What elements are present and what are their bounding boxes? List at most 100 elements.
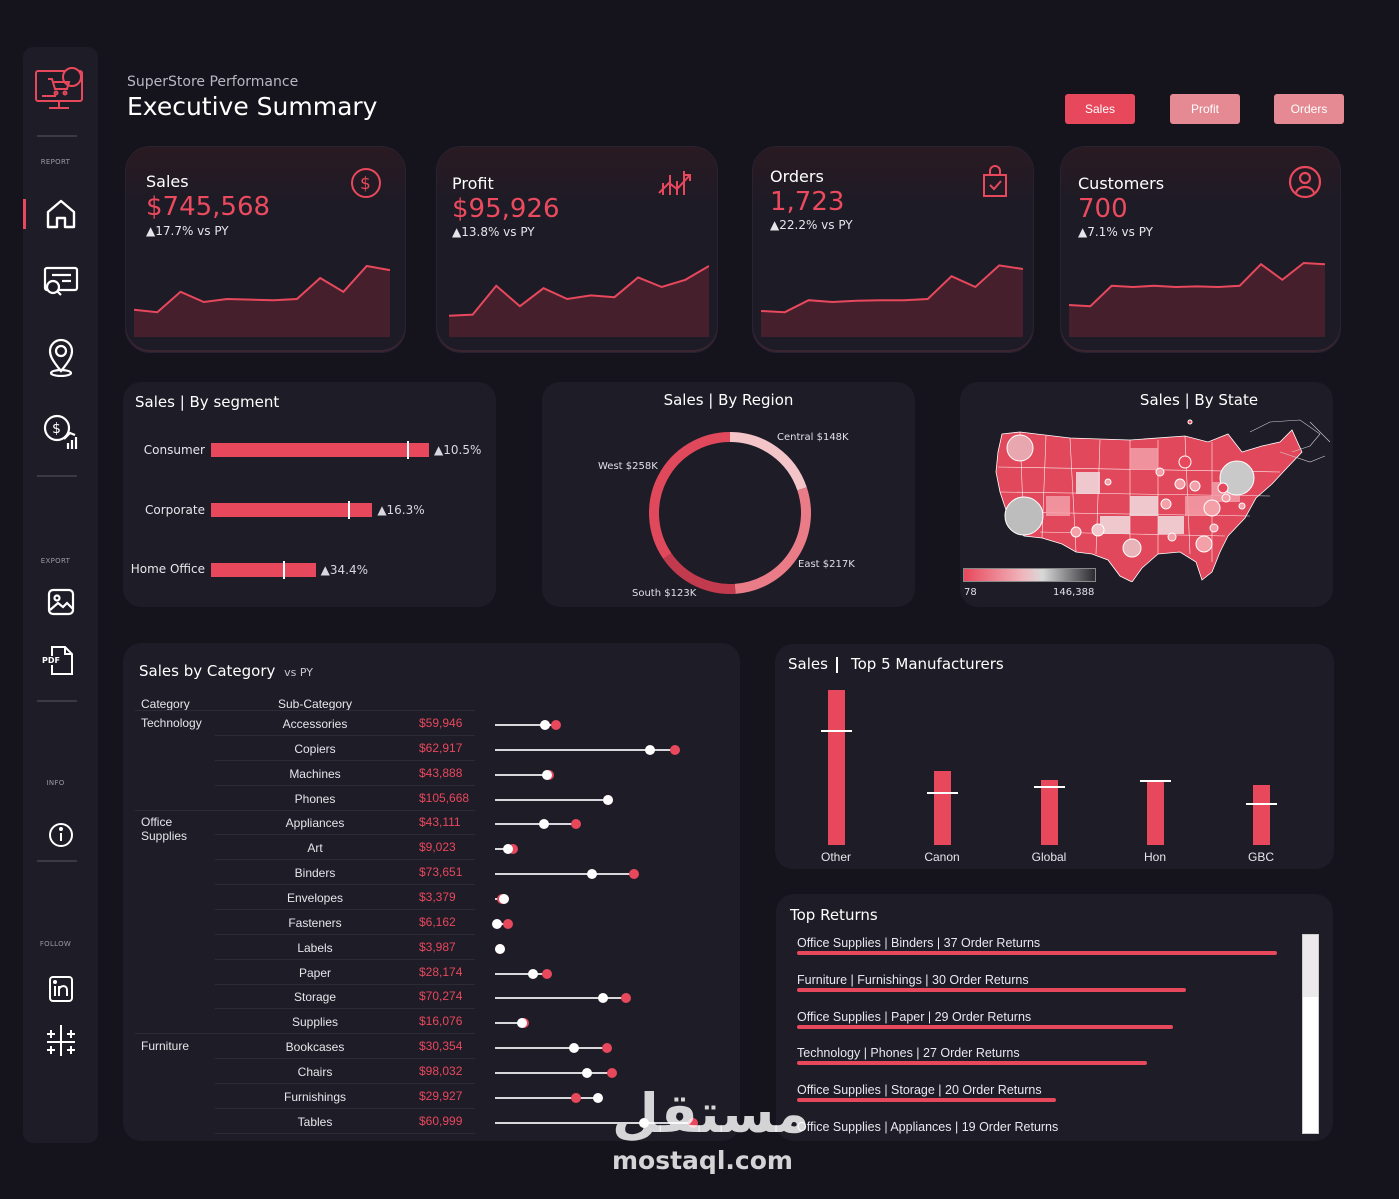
current-year-dot[interactable] xyxy=(571,1092,581,1103)
sparkline-line xyxy=(1069,261,1325,308)
dollar-chart-icon[interactable]: $ xyxy=(23,410,98,454)
donut-label-west: West $258K xyxy=(598,461,658,472)
profit-toggle-button[interactable]: Profit xyxy=(1170,94,1240,124)
segment-label: Home Office xyxy=(130,562,205,576)
manufacturer-bar[interactable] xyxy=(1253,784,1270,845)
region-donut xyxy=(649,432,811,594)
row-divider xyxy=(215,759,475,761)
header-divider xyxy=(135,710,475,711)
return-item-label[interactable]: Office Supplies | Storage | 20 Order Ret… xyxy=(797,1083,1042,1098)
current-year-dot[interactable] xyxy=(542,968,553,979)
current-year-dot[interactable] xyxy=(601,1043,612,1054)
prior-year-dot[interactable] xyxy=(592,1092,603,1103)
chart-trend-icon xyxy=(657,165,693,203)
kpi-value: $745,568 xyxy=(146,192,271,222)
watermark-logo-arabic: مستقل xyxy=(612,1082,810,1145)
return-item-bar xyxy=(797,1061,1148,1066)
prior-year-dot[interactable] xyxy=(540,720,551,730)
info-section-label: INFO xyxy=(46,779,65,787)
home-icon[interactable] xyxy=(23,194,98,234)
return-item-label[interactable]: Office Supplies | Paper | 29 Order Retur… xyxy=(797,1009,1032,1024)
current-year-dot[interactable] xyxy=(607,1067,617,1078)
prior-year-dot[interactable] xyxy=(491,918,502,929)
donut-slice[interactable] xyxy=(663,553,736,594)
prior-year-dot[interactable] xyxy=(587,869,598,880)
manufacturer-target-line xyxy=(1140,779,1171,782)
pdf-export-icon[interactable]: PDF xyxy=(23,641,98,681)
lollipop-line xyxy=(495,1071,612,1074)
row-divider xyxy=(215,958,475,960)
segment-label: Corporate xyxy=(145,503,205,517)
row-divider xyxy=(215,1082,475,1084)
lollipop-line xyxy=(495,873,634,876)
subcategory-name: Paper xyxy=(298,965,332,980)
current-year-dot[interactable] xyxy=(571,819,581,830)
segment-delta: ▲16.3% xyxy=(377,503,425,517)
prior-year-dot[interactable] xyxy=(639,1117,650,1128)
prior-year-dot[interactable] xyxy=(499,893,509,904)
current-year-dot[interactable] xyxy=(502,918,513,929)
image-export-icon[interactable] xyxy=(23,582,98,622)
prior-year-dot[interactable] xyxy=(517,1018,527,1029)
segment-bar xyxy=(211,503,373,517)
prior-year-dot[interactable] xyxy=(603,794,614,805)
linkedin-icon[interactable] xyxy=(23,972,98,1006)
category-name: Office Supplies xyxy=(141,815,188,844)
return-item-label[interactable]: Technology | Phones | 27 Order Returns xyxy=(797,1046,1020,1061)
sales-value: $105,668 xyxy=(419,790,470,805)
lollipop-line xyxy=(495,823,576,826)
prior-year-dot[interactable] xyxy=(538,819,549,830)
prior-year-dot[interactable] xyxy=(644,744,655,755)
prior-year-dot[interactable] xyxy=(502,844,513,855)
return-item-label[interactable]: Office Supplies | Appliances | 19 Order … xyxy=(797,1120,1059,1134)
donut-slice[interactable] xyxy=(729,432,807,491)
prior-year-dot[interactable] xyxy=(598,993,608,1004)
tableau-icon[interactable] xyxy=(23,1022,98,1062)
row-divider xyxy=(215,784,475,786)
sales-toggle-button[interactable]: Sales xyxy=(1065,94,1135,124)
current-year-dot[interactable] xyxy=(670,744,680,755)
donut-slice[interactable] xyxy=(734,487,811,594)
current-year-dot[interactable] xyxy=(508,844,518,855)
current-year-dot[interactable] xyxy=(551,720,562,730)
manufacturer-bar[interactable] xyxy=(934,770,951,845)
title-separator xyxy=(836,657,838,673)
subcategory-name: Fasteners xyxy=(288,915,342,930)
return-item-label[interactable]: Furniture | Furnishings | 30 Order Retur… xyxy=(797,972,1029,987)
return-item-bar xyxy=(797,1024,1174,1029)
sales-value: $29,927 xyxy=(419,1088,463,1103)
sparkline-area xyxy=(761,265,1023,337)
prior-year-dot[interactable] xyxy=(581,1067,592,1078)
prior-year-dot[interactable] xyxy=(495,943,506,954)
orders-toggle-button[interactable]: Orders xyxy=(1274,94,1344,124)
sales-value: $98,032 xyxy=(419,1063,463,1078)
subcategory-name: Binders xyxy=(294,866,336,881)
prior-year-dot[interactable] xyxy=(542,769,553,780)
prior-year-dot[interactable] xyxy=(527,968,538,979)
current-year-dot[interactable] xyxy=(688,1117,698,1128)
donut-slice[interactable] xyxy=(649,432,731,559)
return-item-label[interactable]: Office Supplies | Binders | 37 Order Ret… xyxy=(797,936,1041,950)
returns-scrollbar[interactable] xyxy=(1302,934,1319,1134)
category-name: Furniture xyxy=(141,1039,190,1054)
prior-year-dot[interactable] xyxy=(569,1043,580,1054)
manufacturer-bar[interactable] xyxy=(1041,779,1058,845)
scrollbar-thumb[interactable] xyxy=(1303,935,1318,997)
current-year-dot[interactable] xyxy=(628,869,639,880)
info-icon[interactable] xyxy=(23,817,98,853)
subcategory-name: Art xyxy=(307,841,323,856)
current-year-dot[interactable] xyxy=(621,993,632,1004)
subcategory-name: Appliances xyxy=(285,816,345,831)
manufacturer-target-line xyxy=(1034,786,1065,789)
sparkline-line xyxy=(761,264,1023,314)
kpi-title: Orders xyxy=(770,167,824,186)
manufacturer-bar[interactable] xyxy=(828,690,845,845)
returns-title: Top Returns xyxy=(790,906,878,924)
us-state-map[interactable] xyxy=(980,412,1335,582)
location-pin-icon[interactable] xyxy=(23,335,98,379)
active-indicator xyxy=(23,199,26,229)
report-search-icon[interactable] xyxy=(23,262,98,302)
subcategory-name: Tables xyxy=(297,1114,333,1129)
sales-value: $3,987 xyxy=(419,939,456,954)
manufacturer-bar[interactable] xyxy=(1147,781,1164,845)
